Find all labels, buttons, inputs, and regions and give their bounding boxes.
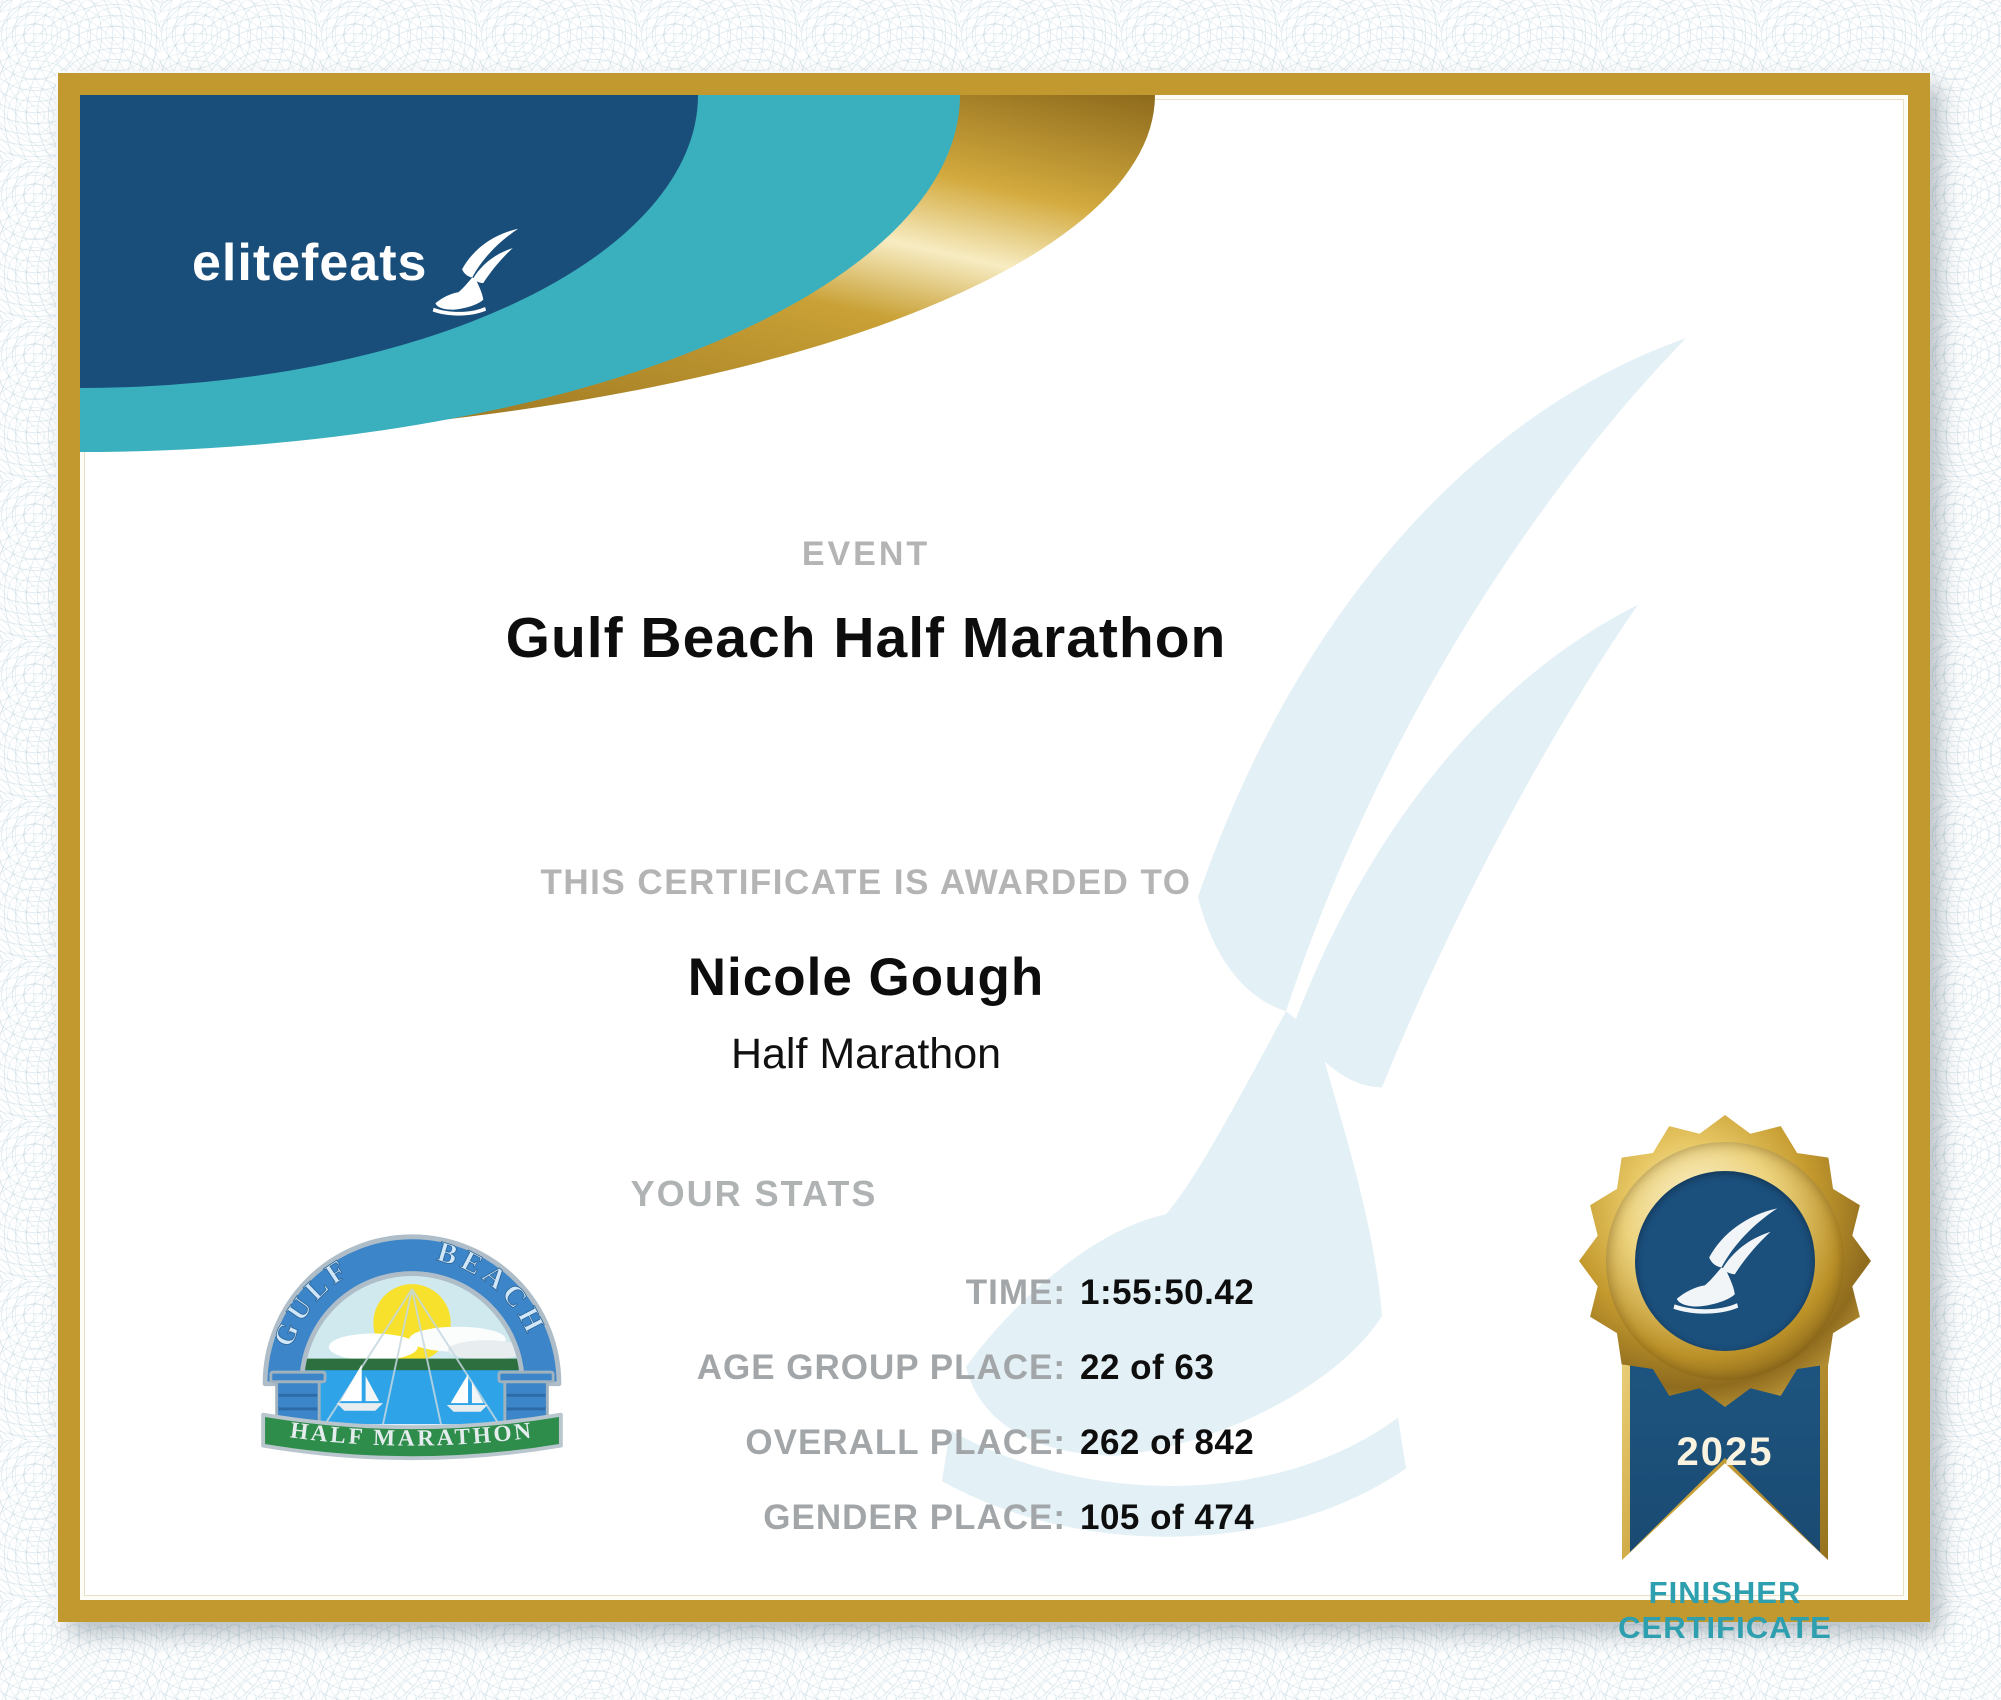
badge-caption: FINISHER CERTIFICATE bbox=[1575, 1575, 1875, 1645]
medal-banner bbox=[261, 1412, 563, 1461]
stat-label: AGE GROUP PLACE: bbox=[696, 1347, 1066, 1387]
badge-rosette bbox=[1579, 1115, 1871, 1407]
recipient-name: Nicole Gough bbox=[687, 948, 1045, 1007]
badge-caption-line1: FINISHER bbox=[1648, 1575, 1802, 1610]
stat-row-time: TIME: 1:55:50.42 bbox=[500, 1255, 1300, 1330]
brand-logo-text: elitefeats bbox=[192, 234, 428, 292]
medal-beach-scene bbox=[301, 1273, 523, 1425]
badge-caption-line2: CERTIFICATE bbox=[1618, 1610, 1832, 1646]
stat-row-overall-place: OVERALL PLACE: 262 of 842 bbox=[500, 1405, 1300, 1480]
event-label: EVENT bbox=[801, 535, 931, 573]
event-medal-logo: GULF BEACH HALF MARATHON bbox=[261, 1234, 563, 1461]
awarded-label: THIS CERTIFICATE IS AWARDED TO bbox=[540, 863, 1192, 902]
race-name: Half Marathon bbox=[730, 1030, 1002, 1078]
stat-value: 22 of 63 bbox=[1080, 1347, 1215, 1387]
medal-arch bbox=[262, 1234, 562, 1387]
winged-foot-icon bbox=[433, 228, 519, 316]
event-name: Gulf Beach Half Marathon bbox=[505, 606, 1227, 670]
stat-label: TIME: bbox=[965, 1272, 1066, 1312]
certificate-frame: elitefeats EVENT Gulf Beach Half Maratho… bbox=[58, 73, 1930, 1645]
stats-list: TIME: 1:55:50.42 AGE GROUP PLACE: 22 of … bbox=[500, 1255, 1300, 1555]
stat-row-age-group-place: AGE GROUP PLACE: 22 of 63 bbox=[500, 1330, 1300, 1405]
navy-swoosh-shape bbox=[80, 95, 698, 388]
stat-label: OVERALL PLACE: bbox=[745, 1422, 1066, 1462]
stat-row-gender-place: GENDER PLACE: 105 of 474 bbox=[500, 1480, 1300, 1555]
stats-title: YOUR STATS bbox=[630, 1173, 878, 1214]
badge-rosette-center bbox=[1635, 1171, 1815, 1351]
stat-value: 262 of 842 bbox=[1080, 1422, 1255, 1462]
brand-logo: elitefeats bbox=[192, 213, 521, 331]
header-curve-graphic bbox=[80, 95, 1155, 452]
winged-foot-icon bbox=[1673, 1208, 1778, 1314]
stat-label: GENDER PLACE: bbox=[763, 1497, 1066, 1537]
stat-value: 1:55:50.42 bbox=[1080, 1272, 1255, 1312]
stat-value: 105 of 474 bbox=[1080, 1497, 1255, 1537]
